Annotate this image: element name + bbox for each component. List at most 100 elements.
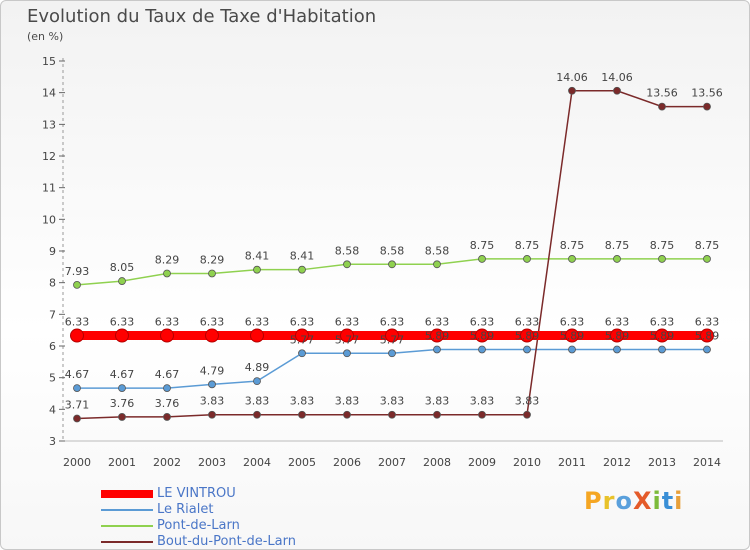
data-label: 3.83 <box>200 395 225 408</box>
data-label: 6.33 <box>335 316 360 329</box>
logo-letter: X <box>632 487 653 515</box>
legend-swatch <box>101 509 153 511</box>
data-label: 5.89 <box>650 329 675 342</box>
data-point <box>478 345 486 354</box>
data-label: 4.67 <box>65 368 90 381</box>
data-point <box>388 260 396 269</box>
y-tick-label: 3 <box>49 435 56 448</box>
y-tick-label: 10 <box>42 213 56 226</box>
data-point <box>433 345 441 354</box>
x-tick-label: 2009 <box>468 456 496 469</box>
data-point <box>343 410 351 419</box>
legend-swatch <box>101 490 153 498</box>
data-label: 5.89 <box>515 329 540 342</box>
data-label: 8.58 <box>425 244 450 257</box>
data-point <box>298 410 306 419</box>
data-label: 8.05 <box>110 261 135 274</box>
data-point <box>250 328 264 343</box>
data-label: 5.89 <box>695 329 720 342</box>
data-point <box>118 384 126 393</box>
data-label: 6.33 <box>425 316 450 329</box>
legend-label: Pont-de-Larn <box>157 518 240 533</box>
data-point <box>385 328 399 343</box>
data-point <box>295 328 309 343</box>
data-point <box>658 255 666 263</box>
data-point <box>610 328 624 343</box>
y-tick-label: 14 <box>42 87 56 100</box>
data-label: 6.33 <box>200 316 225 329</box>
data-point <box>118 413 126 421</box>
data-label: 3.83 <box>425 395 450 408</box>
data-point <box>703 345 711 354</box>
data-label: 8.29 <box>155 253 180 266</box>
data-label: 8.41 <box>290 250 315 263</box>
data-point <box>343 260 351 269</box>
data-point <box>163 384 171 393</box>
logo-letter: i <box>652 487 662 515</box>
data-label: 4.67 <box>110 368 135 381</box>
data-point <box>613 345 621 354</box>
data-label: 6.33 <box>290 316 315 329</box>
y-tick-label: 5 <box>49 372 56 385</box>
data-label: 3.83 <box>380 395 405 408</box>
logo-letter: r <box>602 487 616 515</box>
x-tick-label: 2011 <box>558 456 586 469</box>
y-tick-label: 9 <box>49 245 56 258</box>
data-point <box>523 255 531 263</box>
x-tick-label: 2008 <box>423 456 451 469</box>
data-label: 8.75 <box>695 239 720 252</box>
data-point <box>433 410 441 419</box>
data-point <box>205 328 219 343</box>
data-label: 14.06 <box>556 71 588 84</box>
y-tick-label: 12 <box>42 150 56 163</box>
proxiti-logo: ProXiti <box>584 487 683 515</box>
data-label: 6.33 <box>110 316 135 329</box>
data-point <box>433 260 441 269</box>
x-tick-label: 2014 <box>693 456 721 469</box>
data-point <box>118 277 126 285</box>
data-point <box>73 384 81 393</box>
data-label: 4.89 <box>245 361 270 374</box>
y-tick-label: 7 <box>49 308 56 321</box>
data-point <box>658 345 666 354</box>
data-label: 13.56 <box>691 87 723 100</box>
y-tick-label: 6 <box>49 340 56 353</box>
data-point <box>298 349 306 358</box>
data-label: 13.56 <box>646 87 678 100</box>
data-point <box>208 410 216 419</box>
data-point <box>253 265 261 274</box>
data-point <box>568 345 576 354</box>
data-label: 4.79 <box>200 364 225 377</box>
data-point <box>520 328 534 343</box>
data-point <box>613 86 621 95</box>
data-label: 5.89 <box>605 329 630 342</box>
data-point <box>658 102 666 111</box>
legend-swatch <box>101 541 153 543</box>
data-label: 6.33 <box>560 316 585 329</box>
data-label: 8.75 <box>605 239 630 252</box>
data-point <box>700 328 714 343</box>
data-point <box>340 328 354 343</box>
data-point <box>115 328 129 343</box>
legend-swatch <box>101 525 153 527</box>
data-label: 7.93 <box>65 265 90 278</box>
y-tick-label: 11 <box>42 182 56 195</box>
data-label: 8.58 <box>380 244 405 257</box>
data-point <box>568 255 576 263</box>
data-label: 3.83 <box>515 395 540 408</box>
data-label: 3.76 <box>155 397 180 410</box>
x-tick-label: 2006 <box>333 456 361 469</box>
logo-letter: o <box>615 487 633 515</box>
data-point <box>163 269 171 278</box>
data-label: 8.75 <box>650 239 675 252</box>
y-tick-label: 13 <box>42 118 56 131</box>
legend-label: Le Rialet <box>157 502 214 517</box>
data-label: 6.33 <box>65 316 90 329</box>
y-tick-label: 4 <box>49 403 56 416</box>
data-label: 3.83 <box>245 395 270 408</box>
data-point <box>388 410 396 419</box>
x-tick-label: 2001 <box>108 456 136 469</box>
legend-label: LE VINTROU <box>157 486 236 501</box>
chart-title: Evolution du Taux de Taxe d'Habitation <box>27 6 377 27</box>
